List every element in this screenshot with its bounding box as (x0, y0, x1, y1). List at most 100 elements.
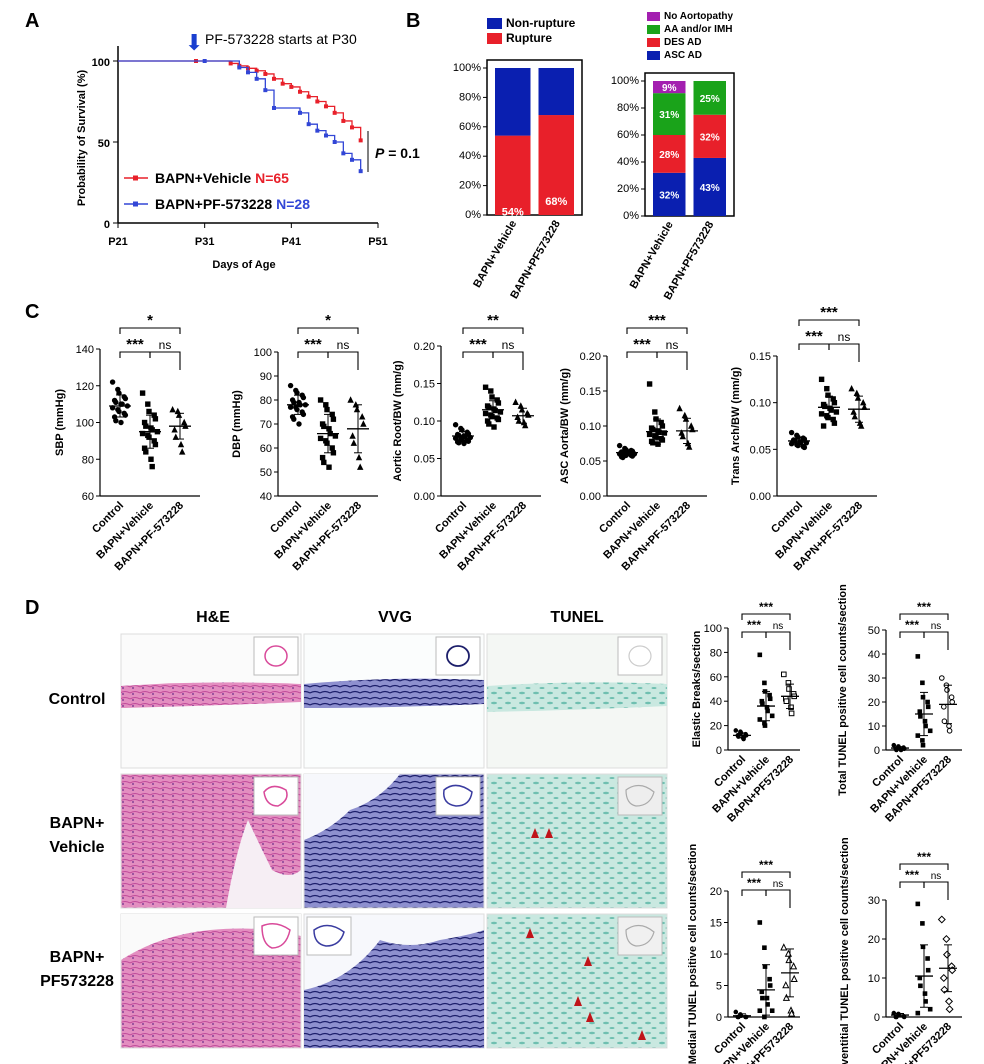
he-control-tissue (121, 682, 301, 708)
data-point (141, 419, 148, 426)
y-tick-label: 60 (260, 443, 272, 455)
significance-bracket (741, 631, 767, 638)
vvg-vehicle-lumen (304, 774, 400, 840)
y-tick-label: 80% (617, 102, 639, 114)
data-point (482, 410, 489, 417)
data-point (767, 983, 773, 988)
data-point (923, 723, 928, 729)
data-point (915, 733, 921, 738)
data-point (762, 680, 767, 686)
data-point (787, 1009, 796, 1017)
data-point (175, 411, 183, 418)
data-point (177, 440, 185, 448)
data-point (646, 381, 653, 387)
bar-value-label: 43% (700, 183, 720, 194)
data-point (324, 406, 330, 413)
y-tick-label: 120 (76, 381, 94, 393)
data-point (733, 728, 739, 733)
data-point (326, 426, 332, 432)
data-point (149, 463, 155, 470)
data-point (920, 944, 926, 950)
censor-point (341, 118, 346, 123)
data-point (300, 394, 307, 401)
data-point (915, 1010, 921, 1016)
y-tick-label: 0.00 (414, 491, 435, 503)
x-category-label: BAPN+Vehicle (628, 220, 676, 291)
data-point (915, 654, 921, 659)
scatter-plot-d3: 0 5 10 15 20 Medial TUNEL positive cell count… (687, 843, 800, 1064)
data-point (759, 989, 765, 995)
data-point (492, 407, 498, 414)
legend-label: BAPN+Vehicle N=65 (155, 170, 289, 186)
significance-label: ns (931, 871, 942, 882)
censor-point (298, 110, 302, 115)
data-point (517, 402, 524, 409)
data-point (686, 443, 693, 450)
data-point (851, 412, 858, 420)
y-tick-label: 0.20 (580, 351, 601, 363)
bar-value-label: 32% (700, 132, 720, 143)
legend-label: ASC AD (664, 50, 702, 61)
censor-point (254, 76, 259, 81)
censor-point (350, 125, 354, 130)
censor-point (228, 61, 233, 66)
data-point (456, 440, 462, 446)
significance-bracket (899, 863, 949, 870)
data-point (941, 718, 948, 725)
data-point (332, 433, 339, 439)
data-point (765, 1002, 770, 1007)
tunel-pf-inset-ring (625, 924, 655, 947)
tunel-positive-arrowhead (638, 1030, 646, 1040)
data-point (482, 384, 489, 390)
significance-label: *** (304, 336, 322, 353)
data-point (762, 945, 767, 950)
data-point (860, 398, 867, 406)
data-point (948, 694, 955, 701)
y-tick-label: 5 (716, 981, 722, 993)
tunel-vehicle-inset (617, 776, 663, 816)
data-point (122, 412, 129, 418)
data-point (920, 921, 925, 926)
tunel-pf-inset (617, 916, 663, 956)
data-point (116, 408, 122, 415)
y-tick-label: 20% (617, 183, 639, 195)
significance-label: ns (502, 338, 515, 352)
data-point (486, 421, 492, 427)
data-point (122, 395, 129, 402)
censor-point (263, 71, 268, 76)
significance-label: *** (917, 850, 931, 864)
censor-point (350, 157, 354, 162)
data-point (620, 454, 626, 461)
significance-label: ns (931, 621, 942, 632)
data-point (291, 399, 297, 406)
significance-bracket (765, 889, 791, 908)
data-point (291, 416, 297, 422)
data-point (767, 976, 772, 982)
panel-letter-a: A (25, 10, 39, 32)
bar-segment (653, 93, 686, 135)
data-point (347, 396, 354, 403)
y-tick-label: 20 (868, 697, 880, 709)
y-axis-title: Adventitial TUNEL positive cell counts/s… (839, 837, 851, 1064)
data-point (782, 993, 791, 1001)
data-point (321, 459, 327, 466)
legend-swatch (647, 25, 660, 34)
censor-point (306, 122, 311, 127)
aortopathy-stacked-bar: 0% 20% 40% 60% 80% 100% 32% 28% 31% 9% BAPN+Vehicl… (611, 11, 735, 302)
censor-point (246, 70, 250, 75)
y-axis-title: Aortic Root/BW (mm/g) (392, 360, 404, 481)
scatter-plot-d4: 0 10 20 30 Adventitial TUNEL positive cell c… (839, 837, 962, 1064)
data-point (764, 995, 770, 1001)
legend-swatch (647, 12, 660, 21)
histology-images: H&E VVG TUNEL Control BAPN+ Vehicle BAPN… (40, 609, 668, 1049)
significance-label: ns (159, 338, 172, 352)
data-point (349, 432, 356, 439)
y-tick-label: 60 (82, 491, 94, 503)
col-title-he: H&E (196, 609, 230, 626)
data-point (786, 686, 792, 692)
data-point (830, 416, 836, 423)
data-point (917, 709, 923, 714)
data-point (944, 997, 954, 1006)
y-tick-label: 0.10 (750, 398, 771, 410)
y-tick-label: 0.00 (750, 491, 771, 503)
